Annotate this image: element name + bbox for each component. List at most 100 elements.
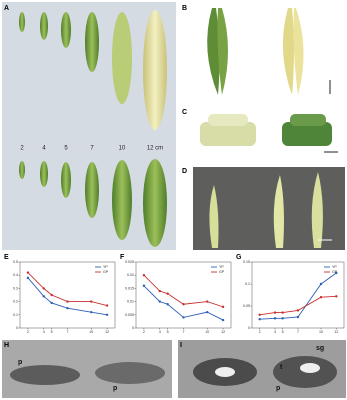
x-tick-label: 12	[221, 330, 225, 334]
data-point	[42, 287, 45, 290]
data-point	[335, 271, 338, 275]
panel-label: F	[120, 254, 125, 261]
tem-label: sg	[316, 345, 324, 352]
panel-label: G	[236, 254, 242, 261]
data-point	[273, 311, 277, 314]
data-point	[166, 303, 169, 306]
data-point	[182, 316, 185, 319]
data-point	[319, 282, 323, 286]
y-tick-label: 0.1	[245, 282, 250, 286]
legend-label: YP	[332, 265, 337, 269]
tem-label: p	[18, 359, 22, 366]
y-tick-label: 0.15	[243, 260, 250, 264]
data-point	[182, 303, 185, 306]
panel-label: D	[182, 168, 187, 175]
data-point	[142, 274, 146, 277]
panel-d-photo	[209, 172, 332, 248]
x-tick-label: 5	[282, 330, 284, 334]
data-point	[26, 276, 30, 280]
data-point	[335, 295, 338, 298]
x-tick-label: 7	[297, 330, 299, 334]
y-tick-label: 0	[16, 326, 18, 330]
series-line	[259, 295, 337, 316]
data-point	[221, 318, 225, 322]
data-point	[158, 289, 161, 293]
series-line	[259, 272, 337, 320]
pods-top	[19, 10, 167, 130]
y-tick-label: 0.005	[125, 313, 134, 317]
y-tick-label: 0.4	[13, 273, 18, 277]
starch-grain	[300, 363, 320, 373]
series-line	[27, 277, 108, 316]
data-point	[42, 295, 45, 298]
tem-label: p	[113, 385, 117, 392]
data-point	[50, 293, 53, 297]
x-tick-label: 7	[183, 330, 185, 334]
x-tick-label: 10	[319, 330, 323, 334]
y-tick-label: 0.1	[13, 313, 18, 317]
pod-length-label: 4	[42, 146, 46, 152]
x-tick-label: 4	[274, 330, 276, 334]
data-point	[281, 311, 284, 314]
y-tick-label: 0.5	[13, 260, 18, 264]
tem-label: t	[280, 364, 283, 371]
panel-label: B	[182, 5, 187, 12]
data-point	[26, 271, 30, 274]
x-tick-label: 12	[334, 330, 338, 334]
panel-label: E	[4, 254, 9, 261]
y-tick-label: 0.01	[127, 300, 134, 304]
series-line	[143, 285, 224, 321]
x-tick-label: 4	[159, 330, 161, 334]
panel-c-photo	[200, 114, 338, 153]
data-point	[142, 284, 146, 287]
x-tick-label: 5	[167, 330, 169, 334]
y-tick-label: 0.02	[127, 273, 134, 277]
data-point	[166, 292, 169, 295]
data-point	[296, 315, 300, 319]
series-line	[27, 272, 108, 306]
panel-b-photo	[207, 8, 331, 95]
y-tick-label: 0	[248, 326, 250, 330]
data-point	[90, 310, 93, 314]
pod-length-label: 7	[90, 146, 94, 152]
x-tick-label: 10	[89, 330, 93, 334]
data-point	[221, 305, 225, 309]
data-point	[66, 307, 69, 310]
data-point	[206, 300, 209, 303]
y-tick-label: 0.3	[13, 286, 18, 290]
x-tick-label: 10	[205, 330, 209, 334]
y-tick-label: 0	[132, 326, 134, 330]
data-point	[258, 313, 261, 316]
pod-length-label: 5	[64, 146, 68, 152]
data-point	[158, 300, 161, 303]
y-tick-label: 0.2	[13, 300, 18, 304]
data-point	[66, 300, 69, 303]
panel-label: C	[182, 109, 187, 116]
chloroplast	[95, 362, 165, 384]
x-tick-label: 4	[43, 330, 45, 334]
pod-length-label: 12 cm	[147, 146, 163, 152]
x-tick-label: 5	[51, 330, 53, 334]
data-point	[296, 309, 300, 312]
data-point	[105, 313, 109, 316]
y-tick-label: 0.05	[243, 304, 250, 308]
panel-label: A	[4, 5, 9, 12]
legend-label: GP	[219, 270, 225, 274]
pod-length-label: 2	[20, 146, 24, 152]
data-point	[273, 317, 277, 320]
panel-label: I	[180, 342, 182, 349]
y-tick-label: 0.025	[125, 260, 134, 264]
legend-label: YP	[103, 265, 108, 269]
data-point	[319, 296, 323, 299]
x-tick-label: 2	[27, 330, 29, 334]
pods-bottom	[19, 159, 167, 247]
x-tick-label: 2	[259, 330, 261, 334]
legend-label: GP	[103, 270, 109, 274]
x-tick-label: 12	[105, 330, 109, 334]
data-point	[206, 310, 209, 314]
series-line	[143, 274, 224, 308]
panel-label: H	[4, 342, 9, 349]
data-point	[105, 304, 109, 307]
